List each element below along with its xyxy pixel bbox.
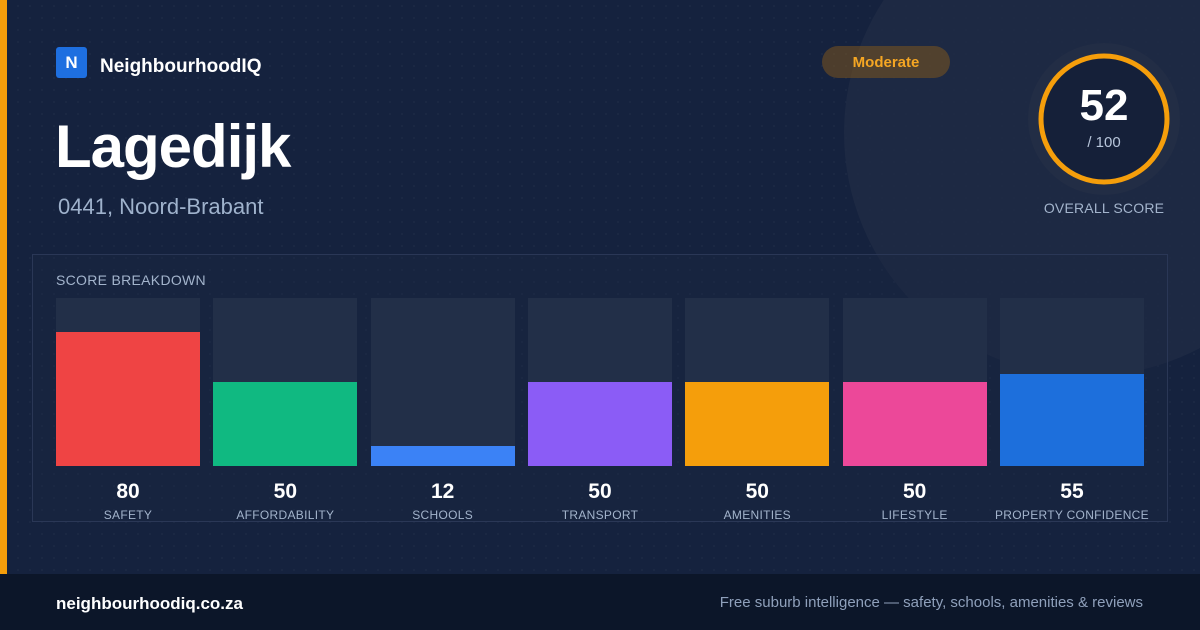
bar-fill-amenities [685, 382, 830, 466]
page-title: Lagedijk [55, 113, 291, 180]
score-bar-property-confidence: 55 PROPERTY CONFIDENCE [995, 298, 1149, 522]
overall-score-value: 52 [1079, 81, 1129, 130]
bar-label-amenities: AMENITIES [723, 508, 791, 522]
score-bar-transport: 50 TRANSPORT [527, 298, 672, 522]
location-subtitle: 0441, Noord-Brabant [58, 194, 264, 219]
bar-fill-safety [56, 332, 200, 466]
bar-fill-transport [527, 382, 672, 466]
bar-fill-schools [370, 446, 515, 466]
score-bar-affordability: 50 AFFORDABILITY [213, 298, 358, 522]
bar-track [213, 298, 358, 466]
bar-value-property-confidence: 55 [1060, 480, 1084, 503]
bar-value-schools: 12 [430, 480, 455, 503]
bar-track [842, 298, 987, 466]
bar-label-lifestyle: LIFESTYLE [881, 508, 948, 522]
bar-label-affordability: AFFORDABILITY [236, 508, 335, 522]
score-ring-stroke [1038, 53, 1170, 185]
brand[interactable]: N NeighbourhoodIQ [56, 47, 261, 78]
bar-value-amenities: 50 [745, 480, 769, 503]
bar-track [685, 298, 830, 466]
bar-track [370, 298, 515, 466]
brand-name: NeighbourhoodIQ [100, 55, 262, 77]
bar-track [527, 298, 672, 466]
bar-track [56, 298, 200, 466]
footer: neighbourhoodiq.co.za Free suburb intell… [0, 574, 1200, 630]
bar-value-affordability: 50 [273, 480, 297, 503]
footer-site-link[interactable]: neighbourhoodiq.co.za [56, 594, 243, 613]
overall-score-ring: 52 / 100 [1028, 43, 1180, 195]
bar-fill-affordability [213, 382, 358, 466]
score-bar-safety: 80 SAFETY [56, 298, 200, 522]
rating-badge: Moderate [822, 46, 950, 78]
score-ring-graphic [1028, 43, 1180, 195]
bar-label-transport: TRANSPORT [561, 508, 639, 522]
bar-value-transport: 50 [588, 480, 612, 503]
score-bar-amenities: 50 AMENITIES [685, 298, 830, 522]
bar-label-safety: SAFETY [103, 508, 153, 522]
overall-score-label: OVERALL SCORE [1043, 200, 1165, 216]
score-breakdown-title: SCORE BREAKDOWN [56, 272, 206, 288]
score-bar-schools: 12 SCHOOLS [370, 298, 515, 522]
footer-tagline: Free suburb intelligence — safety, schoo… [719, 594, 1143, 611]
bar-value-lifestyle: 50 [902, 480, 927, 503]
bar-fill-property-confidence [999, 374, 1144, 466]
score-bar-lifestyle: 50 LIFESTYLE [842, 298, 987, 522]
bar-track [999, 298, 1144, 466]
bar-fill-lifestyle [842, 382, 987, 466]
bar-label-schools: SCHOOLS [412, 508, 474, 522]
accent-bar [0, 0, 7, 574]
logo-icon: N [56, 47, 87, 78]
overall-score-max: / 100 [1087, 134, 1121, 151]
score-breakdown-bars: 80 SAFETY 50 AFFORDABILITY 12 SCHOOLS 50 TRANSP… [56, 298, 1149, 522]
bar-value-safety: 80 [116, 480, 140, 503]
bar-label-property-confidence: PROPERTY CONFIDENCE [994, 508, 1149, 522]
hero-section: N NeighbourhoodIQ Lagedijk 0441, Noord-B… [0, 0, 1200, 574]
